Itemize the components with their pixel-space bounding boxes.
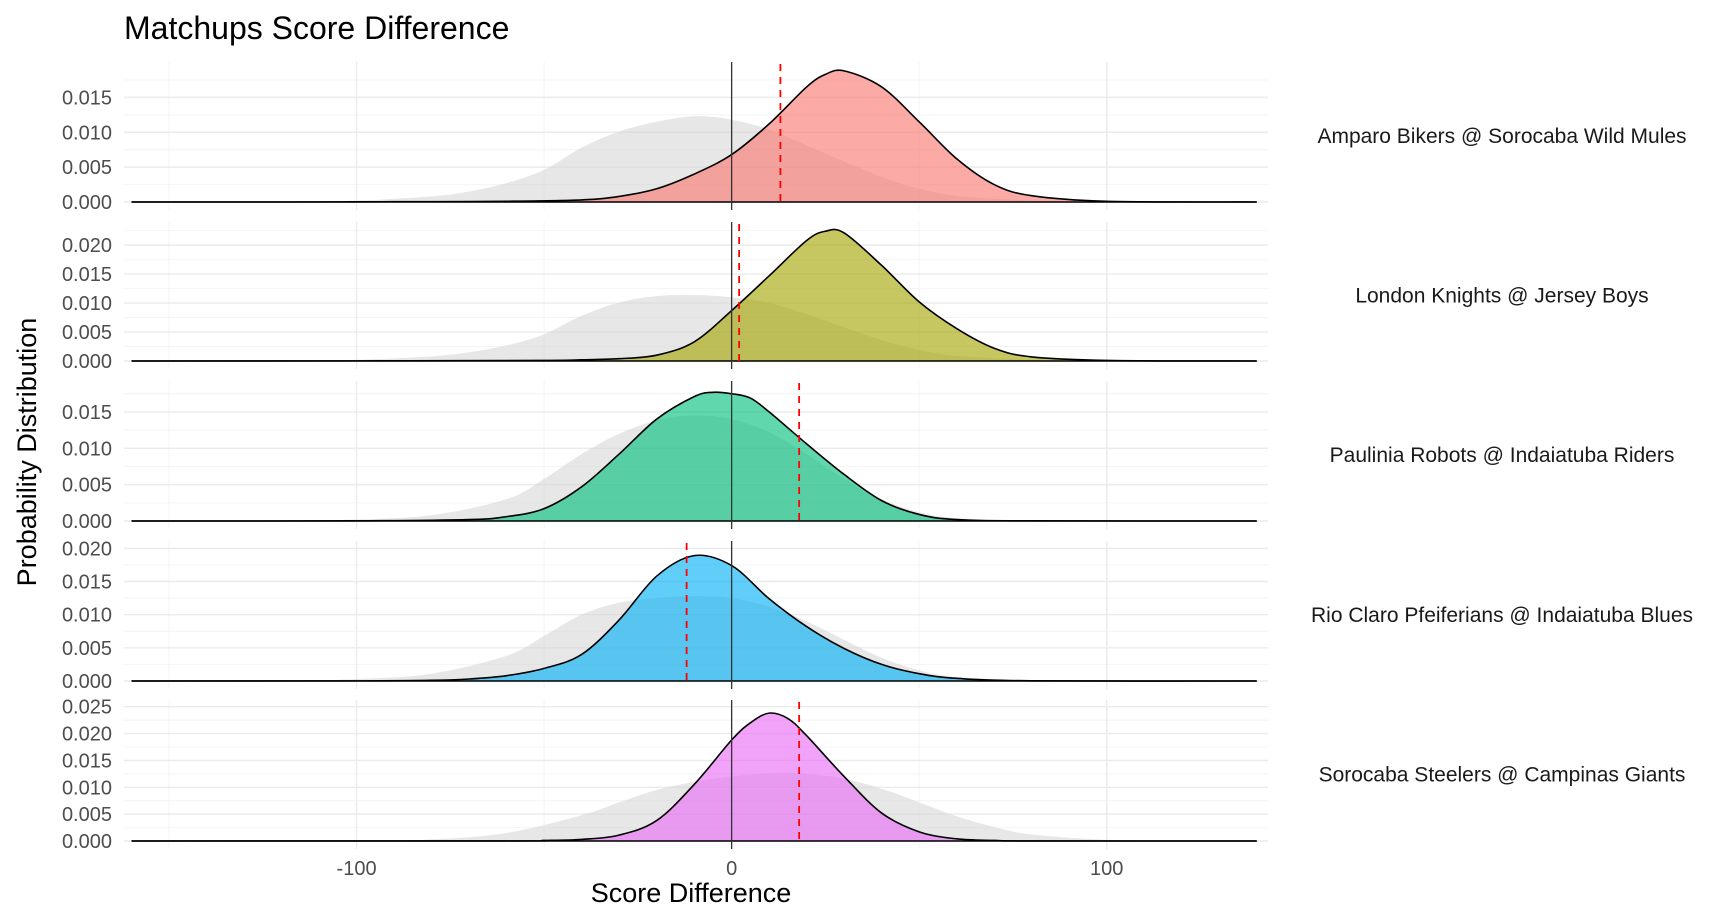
x-axis: -100 0 100 [337, 858, 1124, 880]
matchup-density-area [131, 555, 1257, 682]
y-tick-label: 0.010 [62, 777, 112, 799]
x-axis-title: Score Difference [591, 878, 792, 908]
y-tick-label: 0.020 [62, 724, 112, 746]
matchup-density-area [131, 392, 1257, 522]
y-tick-label: 0.020 [62, 538, 112, 560]
y-tick-label: 0.020 [62, 235, 112, 257]
matchup-density-area [131, 713, 1257, 842]
y-tick-label: 0.010 [62, 438, 112, 460]
y-tick-label: 0.005 [62, 804, 112, 826]
y-tick-label: 0.010 [62, 293, 112, 315]
matchup-label: Rio Claro Pfeiferians @ Indaiatuba Blues [1311, 604, 1693, 627]
chart-title: Matchups Score Difference [124, 10, 509, 46]
y-tick-label: 0.000 [62, 192, 112, 214]
panel: 0.000 0.005 0.010 0.015 0.020 London Knights … [62, 222, 1649, 373]
y-tick-label: 0.005 [62, 157, 112, 179]
reference-density-area [131, 294, 1257, 361]
x-tick-label: 100 [1090, 858, 1123, 880]
y-tick-label: 0.015 [62, 264, 112, 286]
panel: 0.000 0.005 0.010 0.015 0.020 0.025 Sorocaba S… [62, 697, 1685, 853]
reference-density-area [131, 116, 1257, 202]
matchup-density-outline [131, 391, 1257, 522]
x-tick-label: -100 [337, 858, 377, 880]
y-tick-label: 0.005 [62, 322, 112, 344]
matchup-density-area [131, 70, 1257, 203]
matchup-label: London Knights @ Jersey Boys [1355, 285, 1648, 308]
y-tick-label: 0.000 [62, 671, 112, 693]
y-tick-label: 0.015 [62, 402, 112, 424]
y-tick-label: 0.010 [62, 122, 112, 144]
matchup-label: Amparo Bikers @ Sorocaba Wild Mules [1317, 125, 1686, 148]
y-tick-label: 0.015 [62, 750, 112, 772]
matchup-label: Sorocaba Steelers @ Campinas Giants [1319, 764, 1686, 787]
y-tick-label: 0.025 [62, 697, 112, 719]
y-tick-label: 0.000 [62, 831, 112, 853]
y-axis-title: Probability Distribution [12, 318, 42, 587]
matchup-label: Paulinia Robots @ Indaiatuba Riders [1330, 444, 1675, 467]
y-tick-label: 0.005 [62, 475, 112, 497]
panels-layer: 0.000 0.005 0.010 0.015 Amparo Bikers @ Soro… [62, 62, 1693, 853]
panel: 0.000 0.005 0.010 0.015 Paulinia Robots @ In… [62, 381, 1674, 533]
y-tick-label: 0.015 [62, 87, 112, 109]
y-tick-label: 0.005 [62, 638, 112, 660]
y-tick-label: 0.000 [62, 351, 112, 373]
y-tick-label: 0.000 [62, 511, 112, 533]
x-tick-label: 0 [726, 858, 737, 880]
panel: 0.000 0.005 0.010 0.015 Amparo Bikers @ Soro… [62, 62, 1687, 214]
matchup-density-outline [131, 554, 1257, 682]
y-tick-label: 0.010 [62, 605, 112, 627]
panel: 0.000 0.005 0.010 0.015 0.020 Rio Claro Pfeif… [62, 538, 1693, 693]
y-tick-label: 0.015 [62, 571, 112, 593]
